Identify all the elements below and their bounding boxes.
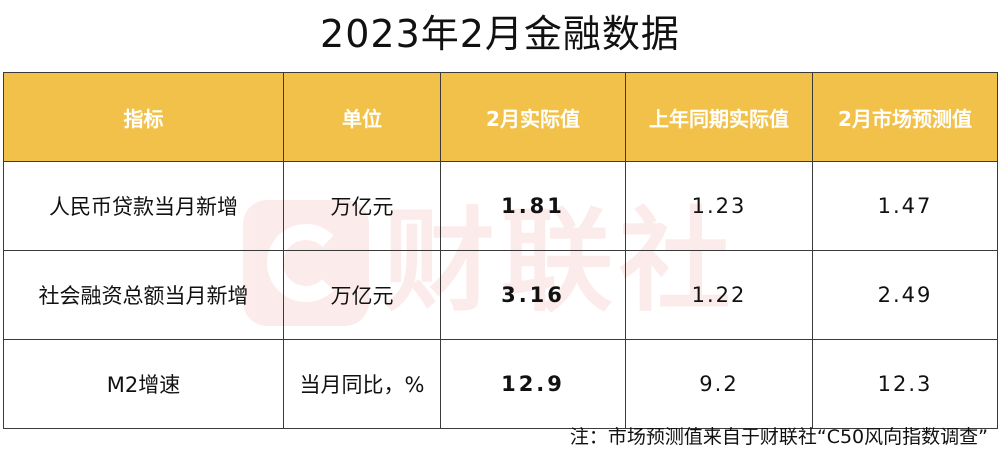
table-row: M2增速 当月同比，% 12.9 9.2 12.3	[3, 339, 998, 429]
actual-value-cell: 12.9	[440, 339, 626, 429]
header-feb-forecast: 2月市场预测值	[812, 72, 998, 162]
indicator-cell: M2增速	[3, 339, 284, 429]
indicator-cell: 社会融资总额当月新增	[3, 250, 284, 340]
prev-year-value-cell: 9.2	[625, 339, 813, 429]
unit-cell: 当月同比，%	[283, 339, 441, 429]
footnote: 注：市场预测值来自于财联社“C50风向指数调查”	[569, 426, 988, 448]
forecast-value-cell: 2.49	[812, 250, 998, 340]
header-unit: 单位	[283, 72, 441, 162]
forecast-value-cell: 1.47	[812, 161, 998, 251]
indicator-cell: 人民币贷款当月新增	[3, 161, 284, 251]
actual-value-cell: 1.81	[440, 161, 626, 251]
table-header-row: 指标 单位 2月实际值 上年同期实际值 2月市场预测值	[3, 72, 998, 162]
prev-year-value-cell: 1.23	[625, 161, 813, 251]
actual-value-cell: 3.16	[440, 250, 626, 340]
table-row: 人民币贷款当月新增 万亿元 1.81 1.23 1.47	[3, 161, 998, 251]
header-indicator: 指标	[3, 72, 284, 162]
unit-cell: 万亿元	[283, 161, 441, 251]
page-title: 2023年2月金融数据	[320, 12, 680, 56]
header-feb-actual: 2月实际值	[440, 72, 626, 162]
prev-year-value-cell: 1.22	[625, 250, 813, 340]
table-row: 社会融资总额当月新增 万亿元 3.16 1.22 2.49	[3, 250, 998, 340]
forecast-value-cell: 12.3	[812, 339, 998, 429]
financial-data-table: 指标 单位 2月实际值 上年同期实际值 2月市场预测值 人民币贷款当月新增 万亿…	[3, 72, 998, 429]
header-prev-year-actual: 上年同期实际值	[625, 72, 813, 162]
unit-cell: 万亿元	[283, 250, 441, 340]
